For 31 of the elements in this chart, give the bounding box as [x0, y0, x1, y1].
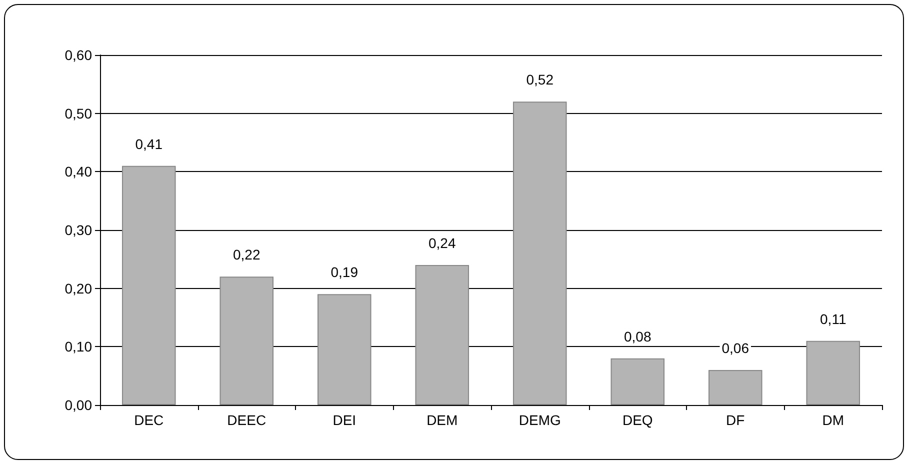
data-label: 0,41 — [135, 136, 163, 152]
y-tick-label: 0,10 — [64, 338, 92, 355]
y-tick-label: 0,40 — [64, 164, 92, 180]
bar — [220, 276, 274, 405]
x-tick-label: DEMG — [518, 412, 561, 428]
y-tick-label: 0,00 — [64, 397, 92, 413]
bar — [415, 265, 470, 405]
data-label: 0,08 — [624, 328, 652, 344]
x-tick-label: DEEC — [227, 412, 266, 428]
bar — [610, 358, 665, 405]
x-tick-label: DEI — [332, 412, 356, 428]
x-tick-label: DEQ — [622, 412, 653, 428]
data-label: 0,24 — [428, 235, 456, 251]
data-label: 0,19 — [330, 264, 358, 280]
data-label: 0,06 — [722, 340, 750, 356]
bar — [708, 370, 762, 405]
y-tick-label: 0,60 — [64, 47, 92, 63]
bar — [806, 340, 860, 405]
x-tick-label: DEC — [134, 412, 164, 428]
data-label: 0,22 — [233, 246, 260, 263]
x-tick-label: DF — [726, 412, 745, 428]
bar — [512, 102, 567, 405]
y-tick-label: 0,30 — [64, 222, 92, 238]
data-label: 0,11 — [820, 310, 846, 327]
bar — [317, 294, 372, 405]
x-tick-label: DM — [822, 412, 844, 428]
y-tick-label: 0,20 — [64, 280, 92, 296]
bar — [122, 166, 176, 405]
data-label: 0,52 — [526, 72, 554, 88]
y-tick-label: 0,50 — [64, 105, 92, 122]
x-tick-label: DEM — [426, 412, 458, 428]
